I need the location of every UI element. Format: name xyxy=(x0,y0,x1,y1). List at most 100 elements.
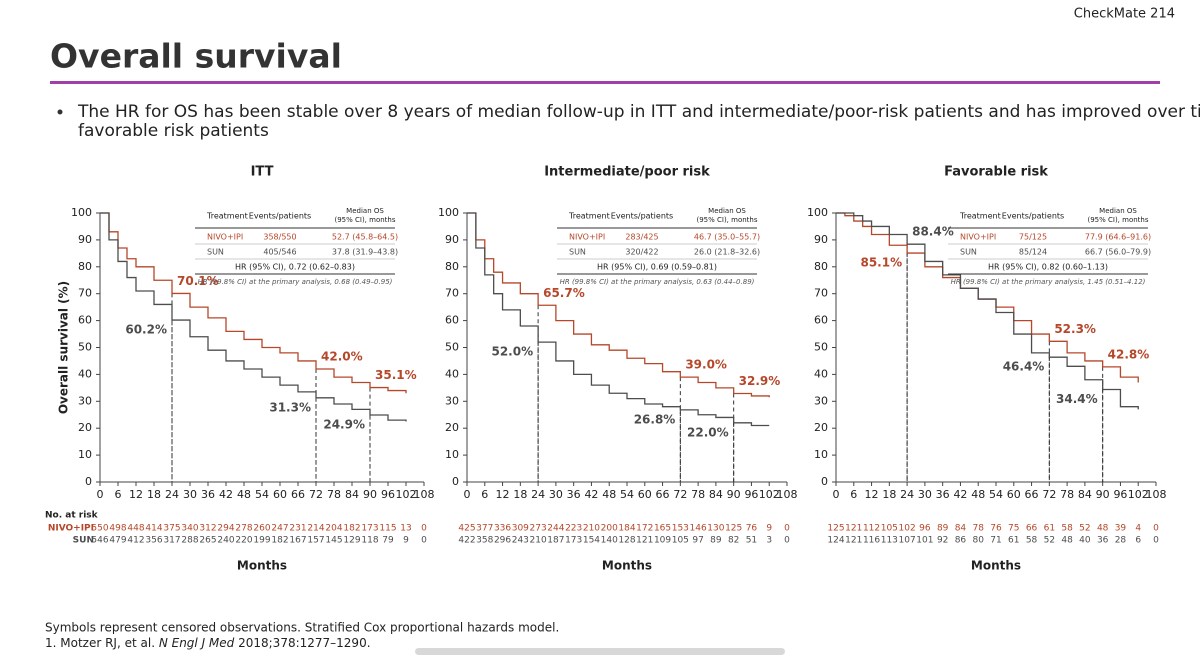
slide-title: Overall survival xyxy=(50,37,342,76)
y-axis-label: Overall survival (%) xyxy=(57,281,71,414)
survival-curve xyxy=(100,212,407,422)
risk-count: 89 xyxy=(710,536,722,546)
x-tick-label: 0 xyxy=(97,488,104,501)
risk-count: 125 xyxy=(827,524,844,534)
x-tick-label: 18 xyxy=(513,488,527,501)
risk-count: 0 xyxy=(421,536,427,546)
x-tick-label: 42 xyxy=(953,488,967,501)
scrollbar[interactable] xyxy=(415,648,785,655)
risk-count: 79 xyxy=(382,536,394,546)
x-tick-label: 6 xyxy=(481,488,488,501)
x-tick-label: 30 xyxy=(183,488,197,501)
risk-count: 214 xyxy=(307,524,324,534)
y-tick-label: 40 xyxy=(445,367,459,380)
x-tick-label: 102 xyxy=(759,488,780,501)
risk-count: 9 xyxy=(766,524,772,534)
risk-count: 0 xyxy=(1153,524,1159,534)
risk-count: 61 xyxy=(1044,524,1055,534)
risk-count: 78 xyxy=(972,524,984,534)
risk-count: 498 xyxy=(109,524,126,534)
y-tick-label: 0 xyxy=(821,475,828,488)
table-cell: NIVO+IPI xyxy=(960,233,996,242)
table-header: Treatment xyxy=(568,212,610,221)
y-tick-label: 10 xyxy=(78,448,92,461)
risk-count: 109 xyxy=(654,536,671,546)
ref-prefix: 1. Motzer RJ, et al. xyxy=(45,636,159,650)
survival-curve xyxy=(467,212,770,398)
table-header: Treatment xyxy=(206,212,248,221)
risk-count: 210 xyxy=(530,536,547,546)
risk-count: 317 xyxy=(163,536,180,546)
x-tick-label: 66 xyxy=(291,488,305,501)
x-tick-label: 66 xyxy=(656,488,670,501)
x-tick-label: 0 xyxy=(464,488,471,501)
risk-count: 48 xyxy=(1097,524,1109,534)
header: CheckMate 214 xyxy=(1074,7,1175,22)
table-cell: 75/125 xyxy=(1019,233,1047,242)
x-tick-label: 90 xyxy=(363,488,377,501)
risk-count: 422 xyxy=(458,536,475,546)
risk-count: 187 xyxy=(547,536,564,546)
landmark-label: 24.9% xyxy=(323,418,365,432)
risk-count: 92 xyxy=(937,536,948,546)
table-header: Events/patients xyxy=(1002,212,1064,221)
table-header: Median OS xyxy=(708,207,746,215)
risk-count: 36 xyxy=(1097,536,1109,546)
x-tick-label: 6 xyxy=(115,488,122,501)
table-cell: 46.7 (35.0–55.7) xyxy=(694,233,760,242)
x-tick-label: 84 xyxy=(1078,488,1092,501)
x-tick-label: 36 xyxy=(567,488,581,501)
risk-count: 124 xyxy=(827,536,844,546)
risk-count: 0 xyxy=(784,536,790,546)
landmark-label: 26.8% xyxy=(634,412,676,426)
risk-count: 121 xyxy=(636,536,653,546)
y-tick-label: 70 xyxy=(445,287,459,300)
y-tick-label: 60 xyxy=(814,314,828,327)
risk-count: 89 xyxy=(937,524,949,534)
reference: 1. Motzer RJ, et al. N Engl J Med 2018;3… xyxy=(45,636,371,650)
risk-count: 82 xyxy=(728,536,739,546)
table-cell: 320/422 xyxy=(625,248,658,257)
table-cell: SUN xyxy=(960,248,977,257)
x-tick-label: 66 xyxy=(1025,488,1039,501)
risk-count: 112 xyxy=(863,524,880,534)
risk-count: 80 xyxy=(972,536,984,546)
primary-hr-text: HR (99.8% CI) at the primary analysis, 0… xyxy=(198,278,393,286)
risk-count: 184 xyxy=(618,524,635,534)
risk-count: 101 xyxy=(916,536,933,546)
risk-count: 40 xyxy=(1079,536,1091,546)
landmark-label: 60.2% xyxy=(125,323,167,337)
survival-curve xyxy=(100,212,407,394)
y-tick-label: 0 xyxy=(85,475,92,488)
table-header: (95% CI), months xyxy=(696,216,757,224)
x-tick-label: 24 xyxy=(900,488,914,501)
risk-count: 84 xyxy=(955,524,967,534)
x-tick-label: 48 xyxy=(602,488,616,501)
y-tick-label: 80 xyxy=(445,260,459,273)
landmark-label: 88.4% xyxy=(912,225,954,239)
risk-count: 210 xyxy=(583,524,600,534)
y-tick-label: 100 xyxy=(438,206,459,219)
x-tick-label: 84 xyxy=(709,488,723,501)
risk-count: 71 xyxy=(990,536,1001,546)
landmark-label: 46.4% xyxy=(1003,360,1045,374)
risk-count: 240 xyxy=(217,536,234,546)
risk-count: 9 xyxy=(403,536,409,546)
hr-text: HR (95% CI), 0.72 (0.62–0.83) xyxy=(235,263,355,272)
title-rule xyxy=(50,81,1160,84)
risk-count: 244 xyxy=(547,524,564,534)
x-tick-label: 42 xyxy=(584,488,598,501)
y-tick-label: 50 xyxy=(814,341,828,354)
survival-curve xyxy=(836,212,1139,410)
risk-count: 546 xyxy=(91,536,108,546)
table-header: (95% CI), months xyxy=(1087,216,1148,224)
risk-count: 28 xyxy=(1115,536,1127,546)
risk-count: 288 xyxy=(181,536,198,546)
y-tick-label: 30 xyxy=(445,394,459,407)
y-tick-label: 90 xyxy=(445,233,459,246)
risk-count: 153 xyxy=(672,524,689,534)
risk-count: 140 xyxy=(601,536,618,546)
risk-count: 39 xyxy=(1115,524,1127,534)
